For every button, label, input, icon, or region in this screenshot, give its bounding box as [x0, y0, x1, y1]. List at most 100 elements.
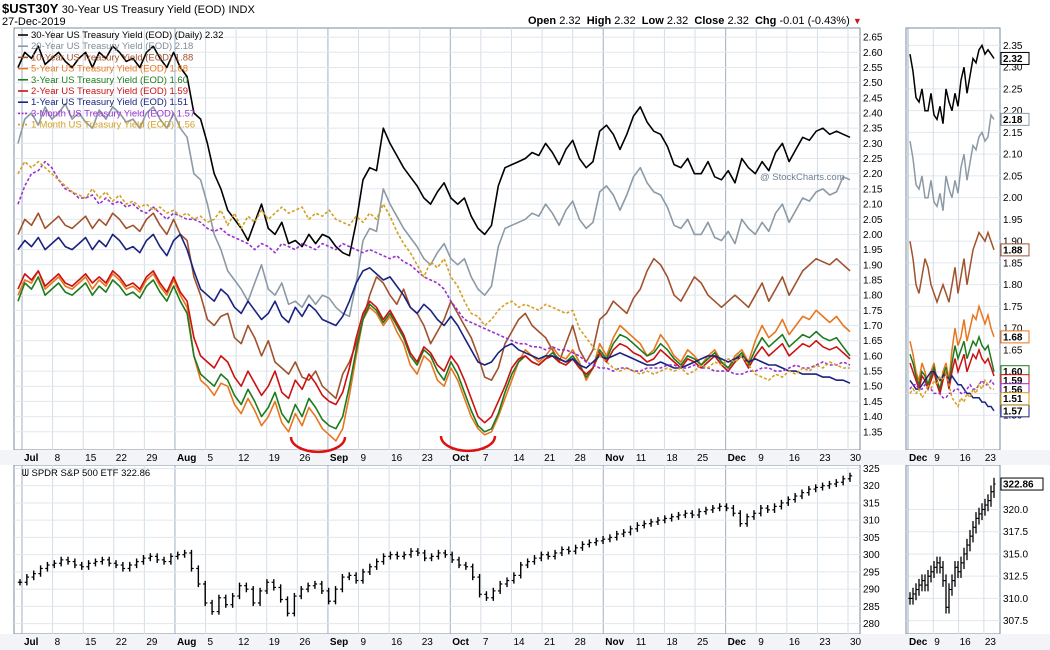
series-line-8	[17, 160, 850, 382]
legend-entry: 3-Month US Treasury Yield (EOD) 1.57	[31, 108, 195, 119]
price-tag	[1000, 51, 1030, 65]
y-tick-label: 1.75	[863, 306, 883, 317]
symbol: $UST30Y	[2, 1, 59, 16]
y-tick-label: 1.80	[1003, 280, 1023, 291]
price-tag-label: 2.32	[1003, 54, 1023, 65]
x-tick-label: Aug	[177, 637, 196, 648]
price-tag-label: 1.68	[1003, 332, 1023, 343]
annotation-arc	[289, 436, 347, 454]
series-line-1	[17, 103, 851, 318]
y-tick-label: 320.0	[1003, 505, 1028, 516]
down-arrow-icon: ▼	[852, 16, 862, 26]
x-tick-label: 9	[934, 453, 940, 464]
x-tick-label: 23	[985, 453, 997, 464]
price-tag-label: 1.60	[1003, 367, 1023, 378]
zoom-series-line-4	[909, 334, 995, 392]
x-tick-label: 5	[208, 453, 214, 464]
x-tick-label: 30	[850, 453, 862, 464]
x-tick-label: 7	[483, 453, 489, 464]
x-tick-label: 28	[575, 637, 587, 648]
y-tick-label: 285	[863, 602, 880, 613]
x-tick-label: Sep	[330, 453, 348, 464]
x-tick-label: 16	[391, 637, 403, 648]
x-tick-label: Jul	[24, 637, 39, 648]
x-tick-label: 16	[391, 453, 403, 464]
x-tick-label: 12	[238, 637, 250, 648]
x-tick-label: 26	[299, 637, 311, 648]
y-tick-label: 1.85	[863, 275, 883, 286]
x-tick-label: 23	[422, 637, 434, 648]
legend-entry: 20-Year US Treasury Yield (EOD) 2.18	[31, 41, 193, 52]
x-tick-label: Nov	[605, 637, 624, 648]
open-value: 2.32	[559, 15, 581, 27]
y-tick-label: 1.90	[1003, 237, 1023, 248]
symbol-name: 30-Year US Treasury Yield (EOD)	[61, 4, 226, 16]
zoom-series-line-3	[909, 303, 995, 390]
y-tick-label: 315.0	[1003, 549, 1028, 560]
y-tick-label: 2.20	[863, 169, 883, 180]
x-tick-label: 11	[636, 637, 647, 648]
x-tick-label: Dec	[728, 637, 747, 648]
zoom-series-line-0	[909, 43, 995, 124]
x-tick-label: 25	[697, 637, 709, 648]
close-label: Close	[694, 15, 725, 27]
y-tick-label: 2.00	[863, 230, 883, 241]
zoom-series-line-7	[909, 379, 995, 399]
y-tick-label: 2.20	[1003, 106, 1023, 117]
x-tick-label: 19	[269, 637, 281, 648]
exchange: INDX	[228, 4, 255, 16]
high-label: High	[586, 15, 612, 27]
legend-entry: 30-Year US Treasury Yield (EOD) (Daily) …	[31, 30, 223, 41]
price-tag-label: 1.88	[1003, 245, 1023, 256]
y-tick-label: 2.25	[1003, 84, 1023, 95]
legend-entry: 10-Year US Treasury Yield (EOD) 1.88	[31, 52, 193, 63]
x-tick-label: 29	[146, 637, 158, 648]
y-tick-label: 310	[863, 516, 880, 527]
y-tick-label: 2.45	[863, 93, 883, 104]
open-label: Open	[528, 15, 557, 27]
y-tick-label: 1.90	[863, 260, 883, 271]
y-tick-label: 2.30	[863, 139, 883, 150]
x-tick-label: Dec	[728, 453, 747, 464]
y-tick-label: 1.95	[863, 245, 883, 256]
x-tick-label: Dec	[909, 453, 928, 464]
low-label: Low	[641, 15, 664, 27]
y-tick-label: 2.25	[863, 154, 883, 165]
chart-panel	[13, 464, 861, 635]
price-tag-label: 2.18	[1003, 115, 1023, 126]
chart-date: 27-Dec-2019	[2, 16, 66, 28]
legend-entry: 1-Year US Treasury Yield (EOD) 1.51	[31, 97, 188, 108]
series-line-7	[17, 160, 851, 375]
y-tick-label: 2.35	[863, 124, 883, 135]
legend-entry: 2-Year US Treasury Yield (EOD) 1.59	[31, 86, 188, 97]
price-tag-label: 1.56	[1003, 385, 1023, 396]
x-tick-label: Dec	[909, 637, 928, 648]
y-tick-label: 1.85	[1003, 258, 1023, 269]
x-tick-label: 23	[819, 453, 831, 464]
x-tick-label: 15	[85, 637, 97, 648]
x-tick-label: 9	[361, 637, 367, 648]
y-tick-label: 300	[863, 550, 880, 561]
price-tag	[1000, 243, 1030, 257]
legend-entry: 5-Year US Treasury Yield (EOD) 1.68	[31, 64, 188, 75]
chart-panel	[905, 464, 1001, 635]
price-tag	[1000, 330, 1030, 344]
price-tag-label: 1.57	[1003, 406, 1023, 417]
x-tick-label: 16	[960, 453, 972, 464]
y-tick-label: 310.0	[1003, 594, 1028, 605]
y-tick-label: 1.75	[1003, 302, 1023, 313]
zoom-series-line-5	[909, 347, 995, 397]
x-tick-label: 18	[666, 637, 678, 648]
chart-header: $UST30Y 30-Year US Treasury Yield (EOD) …	[2, 1, 255, 16]
y-tick-label: 1.60	[863, 351, 883, 362]
x-tick-label: Nov	[605, 453, 624, 464]
x-tick-label: 12	[238, 453, 250, 464]
x-tick-label: 18	[666, 453, 678, 464]
price-tag-label: 1.59	[1003, 376, 1023, 387]
x-tick-label: Aug	[177, 453, 196, 464]
x-tick-label: 30	[850, 637, 862, 648]
y-tick-label: 2.05	[1003, 171, 1023, 182]
zoom-series-line-6	[909, 370, 995, 412]
x-tick-label: 22	[116, 453, 128, 464]
